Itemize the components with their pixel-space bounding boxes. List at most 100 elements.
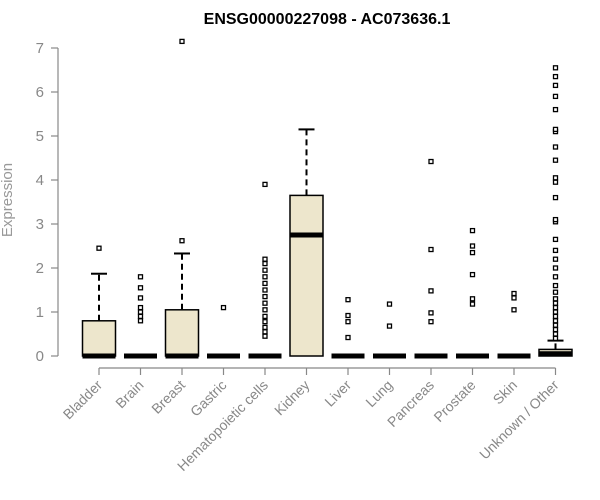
outlier-point: [469, 301, 476, 307]
outlier-point: [428, 158, 434, 165]
outlier-point: [552, 106, 559, 113]
outlier-point: [345, 297, 351, 303]
outlier-point: [386, 301, 393, 307]
outlier-point: [552, 322, 559, 328]
outlier-point: [469, 249, 476, 256]
outlier-point: [386, 323, 393, 329]
outlier-point: [552, 216, 559, 223]
box-liver: [331, 297, 365, 359]
outlier-point: [552, 318, 559, 324]
box-kidney: [289, 128, 324, 357]
outlier-point: [469, 271, 476, 278]
outlier-point: [262, 300, 268, 306]
outlier-point: [552, 304, 559, 311]
outlier-point: [96, 245, 102, 251]
outlier-point: [552, 296, 559, 302]
outlier-point: [552, 335, 559, 342]
outlier-point: [428, 246, 434, 253]
outlier-point: [552, 331, 559, 337]
y-tick-label: 2: [36, 260, 44, 277]
outlier-point: [262, 324, 268, 331]
y-tick-label: 6: [36, 84, 44, 101]
outlier-point: [552, 274, 559, 280]
chart-title: ENSG00000227098 - AC073636.1: [204, 11, 451, 28]
box-bladder: [81, 245, 117, 359]
box-pancreas: [414, 158, 448, 359]
x-tick-label: Breast: [148, 377, 188, 417]
x-tick-label: Brain: [112, 377, 146, 411]
outlier-point: [552, 282, 559, 289]
outlier-point: [552, 126, 559, 133]
outlier-point: [469, 243, 476, 249]
outlier-point: [552, 313, 559, 320]
outlier-point: [511, 290, 517, 297]
outlier-point: [552, 289, 559, 295]
outlier-point: [137, 295, 144, 301]
box-body: [164, 309, 200, 357]
outlier-point: [552, 82, 559, 89]
outlier-point: [511, 295, 517, 301]
outlier-point: [552, 144, 559, 150]
outlier-point: [262, 333, 268, 339]
outlier-point: [220, 304, 227, 311]
outlier-point: [137, 313, 144, 320]
outlier-point: [428, 319, 434, 325]
outlier-point: [262, 319, 268, 325]
y-tick-label: 1: [36, 304, 44, 321]
y-tick-label: 7: [36, 40, 44, 57]
outlier-point: [469, 227, 476, 234]
y-tick-label: 3: [36, 216, 44, 233]
y-tick-label: 0: [36, 348, 44, 365]
y-tick-label: 5: [36, 128, 44, 145]
x-tick-label: Liver: [321, 377, 354, 410]
box-hematopoietic-cells: [248, 181, 282, 359]
box-unknown-other: [538, 65, 573, 357]
x-tick-label: Prostate: [430, 377, 478, 425]
outlier-point: [262, 256, 268, 262]
outlier-point: [137, 285, 144, 291]
outlier-point: [262, 280, 268, 287]
x-tick-label: Bladder: [60, 377, 106, 423]
outlier-point: [262, 287, 268, 293]
outlier-point: [137, 274, 144, 280]
outlier-point: [552, 309, 559, 315]
box-lung: [373, 301, 406, 359]
outlier-point: [552, 73, 559, 80]
box-brain: [124, 274, 157, 359]
outlier-point: [552, 326, 559, 333]
box-skin: [497, 290, 531, 359]
outlier-point: [428, 288, 434, 294]
x-tick-label: Lung: [362, 377, 395, 410]
outlier-point: [552, 93, 559, 100]
outlier-point: [137, 318, 144, 324]
outlier-point: [552, 175, 559, 181]
outlier-point: [552, 236, 559, 243]
outlier-point: [552, 157, 559, 163]
outlier-point: [552, 194, 559, 201]
outlier-point: [345, 334, 351, 341]
outlier-point: [179, 38, 185, 45]
x-tick-label: Unknown / Other: [476, 377, 562, 463]
outlier-point: [552, 247, 559, 254]
outlier-point: [262, 293, 268, 300]
outlier-point: [262, 313, 268, 320]
outlier-point: [345, 319, 351, 325]
outlier-point: [552, 265, 559, 271]
box-prostate: [456, 227, 489, 359]
x-tick-label: Kidney: [271, 377, 313, 419]
outlier-point: [552, 300, 559, 306]
box-body: [289, 194, 324, 357]
x-tick-label: Skin: [490, 377, 521, 408]
outlier-point: [469, 296, 476, 302]
outlier-point: [262, 260, 268, 267]
y-tick-label: 4: [36, 172, 44, 189]
y-axis: 0 1 2 3 4 5 6 7: [36, 40, 59, 365]
outlier-point: [552, 65, 559, 71]
box-breast: [164, 38, 200, 359]
outlier-point: [345, 312, 351, 319]
outlier-point: [511, 307, 517, 313]
outlier-point: [137, 309, 144, 315]
y-axis-label: Expression: [0, 163, 16, 237]
